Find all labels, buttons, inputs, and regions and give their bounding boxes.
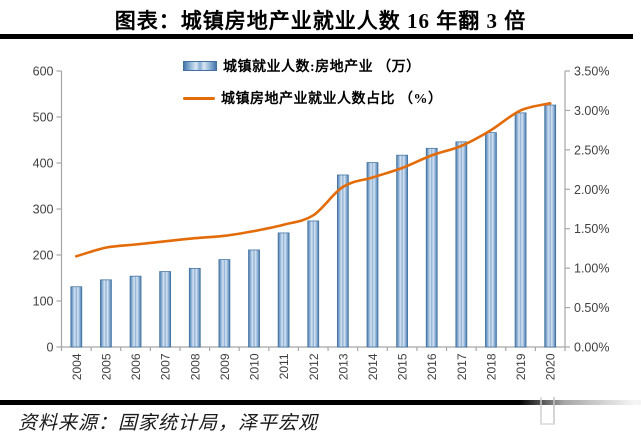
legend-bar-swatch-icon — [183, 61, 217, 71]
right-axis-tick-label: 2.50% — [574, 143, 609, 157]
right-axis-tick-label: 2.00% — [574, 183, 609, 197]
x-axis-category-label: 2011 — [277, 353, 291, 379]
x-axis-category-label: 2016 — [425, 353, 439, 380]
right-axis-tick-label: 3.00% — [574, 104, 609, 118]
bar-2005 — [100, 279, 112, 348]
legend-bar-label: 城镇就业人数:房地产业 （万） — [223, 60, 421, 75]
x-axis-category-label: 2020 — [544, 353, 558, 380]
title-divider — [0, 34, 633, 39]
source-note: 资料来源：国家统计局，泽平宏观 — [18, 413, 319, 434]
left-axis-tick-label: 200 — [33, 249, 54, 263]
x-axis-category-label: 2013 — [336, 353, 350, 380]
bar-2019 — [514, 112, 527, 348]
left-axis-tick-label: 400 — [33, 157, 54, 171]
bar-2007 — [159, 271, 172, 348]
right-axis-tick-label: 0.00% — [574, 341, 609, 355]
bar-2011 — [277, 232, 290, 348]
bar-2004 — [70, 286, 83, 348]
left-axis-tick-label: 300 — [33, 203, 54, 217]
legend-item-bars: 城镇就业人数:房地产业 （万） — [183, 58, 421, 75]
bar-2020 — [544, 104, 557, 348]
bar-2016 — [425, 147, 438, 348]
left-axis-tick-label: 500 — [33, 111, 54, 125]
x-axis-category-label: 2005 — [99, 353, 113, 380]
x-axis-category-label: 2018 — [484, 353, 498, 380]
watermark-artifact — [540, 397, 555, 425]
chart-title: 图表：城镇房地产业就业人数 16 年翻 3 倍 — [114, 9, 527, 33]
x-axis-category-label: 2012 — [307, 353, 321, 380]
right-axis-tick-label: 3.50% — [574, 65, 609, 79]
bar-2017 — [455, 141, 468, 348]
bar-2006 — [129, 275, 142, 348]
bar-2009 — [218, 259, 231, 348]
bar-2013 — [336, 174, 349, 348]
bar-2018 — [485, 132, 497, 348]
footer-divider — [0, 400, 641, 405]
bar-2008 — [188, 267, 201, 348]
left-axis-tick-label: 600 — [33, 65, 54, 79]
x-axis-category-label: 2015 — [396, 353, 410, 380]
x-axis-category-label: 2008 — [188, 353, 202, 380]
x-axis-category-label: 2004 — [70, 353, 84, 380]
bar-2012 — [307, 220, 320, 348]
right-axis-tick-label: 1.50% — [574, 222, 609, 236]
left-axis-tick-label: 0 — [47, 341, 54, 355]
legend-item-line: 城镇房地产业就业人数占比 （%） — [183, 90, 443, 107]
x-axis-category-label: 2010 — [248, 353, 262, 380]
pct-line — [75, 102, 552, 258]
bar-2010 — [248, 249, 260, 348]
x-axis-category-label: 2017 — [455, 353, 469, 380]
bar-2015 — [396, 154, 408, 348]
legend-line-swatch-icon — [183, 96, 215, 100]
right-axis-tick-label: 1.00% — [574, 262, 609, 276]
x-axis-category-label: 2014 — [366, 353, 380, 380]
x-axis-category-label: 2006 — [129, 353, 143, 380]
legend-line-label: 城镇房地产业就业人数占比 （%） — [221, 92, 443, 107]
x-axis-category-label: 2009 — [218, 353, 232, 380]
right-axis-tick-label: 0.50% — [574, 301, 609, 315]
x-axis-category-label: 2019 — [514, 353, 528, 380]
left-axis-tick-label: 100 — [33, 295, 54, 309]
x-axis-category-label: 2007 — [159, 353, 173, 380]
bar-2014 — [366, 162, 379, 348]
